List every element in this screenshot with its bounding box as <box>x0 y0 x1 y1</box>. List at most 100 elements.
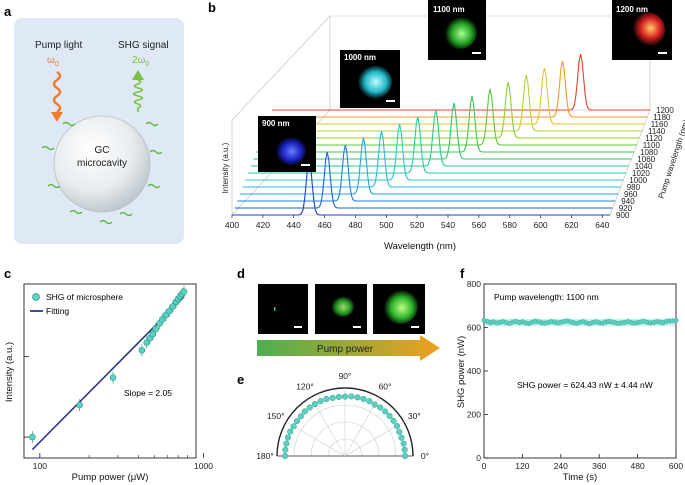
c-data-point <box>166 307 173 315</box>
spectrum-960nm <box>240 137 618 195</box>
panel-c: c 100 1000 Pump power (μW) Intensity (a.u… <box>4 266 213 483</box>
x-tick-400: 400 <box>225 220 239 230</box>
pump-light-title: Pump light <box>35 40 82 51</box>
panel-f-ylabel: SHG power (nW) <box>456 336 467 408</box>
panel-b-xlabel: Wavelength (nm) <box>384 241 456 252</box>
polar-data-point <box>348 393 355 400</box>
gc-microcavity-sphere <box>53 115 151 213</box>
z-tick-920: 920 <box>619 204 633 213</box>
pump-power-arrow-label: Pump power <box>317 344 374 355</box>
f-ytick-200: 200 <box>467 410 481 420</box>
panel-f-xlabel: Time (s) <box>563 472 597 483</box>
panel-c-plot: 100 1000 <box>24 285 213 471</box>
z-tick-1120: 1120 <box>645 134 663 143</box>
c-data-point <box>138 346 146 354</box>
c-data-point <box>152 325 159 333</box>
polar-data-point <box>311 401 319 408</box>
z-tick-1160: 1160 <box>651 120 669 129</box>
spectrum-1140nm <box>264 74 642 132</box>
shg-freq: 2ω0 <box>132 55 149 68</box>
polar-data-point <box>281 452 289 460</box>
panel-c-axes-box <box>23 283 197 459</box>
panel-b-spectra <box>232 53 650 216</box>
polar-data-point <box>371 401 378 408</box>
polar-data-point <box>396 428 403 435</box>
x-tick-600: 600 <box>533 220 547 230</box>
f-ytick-600: 600 <box>467 323 481 333</box>
polar-data-point <box>297 413 304 420</box>
inset-1000nm-label: 1000 nm <box>344 53 376 62</box>
z-tick-1200: 1200 <box>656 106 674 115</box>
spectrum-900nm <box>232 158 610 216</box>
polar-spoke <box>344 421 405 457</box>
d-image-low <box>258 284 308 334</box>
f-xtick-0: 0 <box>482 461 487 471</box>
f-xtick-480: 480 <box>631 461 645 471</box>
spectrum-1160nm <box>266 67 645 125</box>
spectrum-1100nm <box>258 88 637 146</box>
spectrum-920nm <box>234 151 613 209</box>
c-xtick-100: 100 <box>33 461 47 471</box>
c-xtick-1000: 1000 <box>194 461 213 471</box>
shg-wave-arrow-icon <box>132 70 144 112</box>
spectrum-1180nm <box>269 60 648 118</box>
f-ytick-0: 0 <box>476 453 481 463</box>
polar-data-point <box>390 417 397 424</box>
f-ytick-400: 400 <box>467 366 481 376</box>
spectrum-940nm <box>237 144 616 202</box>
legend-fit-label: Fitting <box>46 306 69 316</box>
pump-wave-arrow-icon <box>51 70 63 122</box>
panel-b-ylabel: Intensity (a.u.) <box>221 142 230 193</box>
panel-c-label: c <box>4 266 11 281</box>
z-tick-1100: 1100 <box>643 141 661 150</box>
c-data-point <box>109 374 117 381</box>
z-tick-1020: 1020 <box>632 169 650 178</box>
polar-spoke <box>310 396 346 457</box>
panel-f: f 0 120 240 360 480 600 0 200 400 600 800 Time (s)… <box>456 266 683 483</box>
polar-data-point <box>400 440 407 447</box>
panel-b: b 12001180116011401120110010801060104010… <box>208 0 685 252</box>
panel-a-label: a <box>4 4 12 19</box>
panel-f-axes-box <box>483 283 677 459</box>
legend-shg-label: SHG of microsphere <box>46 292 123 302</box>
spectrum-1080nm <box>256 95 634 153</box>
panel-e: e 180° 150° 120° 90° 60° 30° 0° <box>237 371 429 461</box>
sphere-label-line2: microcavity <box>77 158 127 169</box>
shg-signal-title: SHG signal <box>118 40 169 51</box>
inset-900nm: 900 nm <box>258 116 316 172</box>
panel-e-polar-plot: 180° 150° 120° 90° 60° 30° 0° <box>256 371 429 461</box>
panel-d-label: d <box>237 266 245 281</box>
panel-f-label: f <box>460 266 465 281</box>
f-data-point <box>673 317 679 323</box>
z-tick-1040: 1040 <box>635 162 653 171</box>
f-xtick-600: 600 <box>669 461 683 471</box>
polar-data-point <box>293 418 301 425</box>
x-tick-520: 520 <box>410 220 424 230</box>
polar-data-point <box>360 395 367 403</box>
inset-1100nm-label: 1100 nm <box>433 5 465 14</box>
x-tick-460: 460 <box>317 220 331 230</box>
panel-c-ylabel: Intensity (a.u.) <box>4 342 15 402</box>
z-tick-940: 940 <box>621 197 635 206</box>
x-tick-580: 580 <box>503 220 517 230</box>
panel-f-plot: 0 120 240 360 480 600 0 200 400 600 800 <box>467 279 684 471</box>
polar-data-point <box>323 395 330 403</box>
z-tick-1080: 1080 <box>640 148 658 157</box>
polar-angle-label-0: 0° <box>421 451 429 461</box>
polar-data-point <box>301 408 308 415</box>
inset-1200nm: 1200 nm <box>612 0 672 60</box>
z-tick-900: 900 <box>616 211 630 220</box>
x-tick-480: 480 <box>348 220 362 230</box>
polar-data-point <box>335 393 342 401</box>
polar-data-point <box>341 393 349 400</box>
polar-data-point <box>284 434 292 441</box>
z-tick-1180: 1180 <box>653 113 671 122</box>
polar-data-point <box>290 423 297 430</box>
z-tick-980: 980 <box>627 183 641 192</box>
polar-data-point <box>398 434 405 441</box>
f-ytick-800: 800 <box>467 279 481 289</box>
x-tick-420: 420 <box>256 220 270 230</box>
spectrum-1200nm <box>272 53 650 111</box>
panel-d: d Pump power <box>237 266 440 361</box>
x-tick-640: 640 <box>595 220 609 230</box>
